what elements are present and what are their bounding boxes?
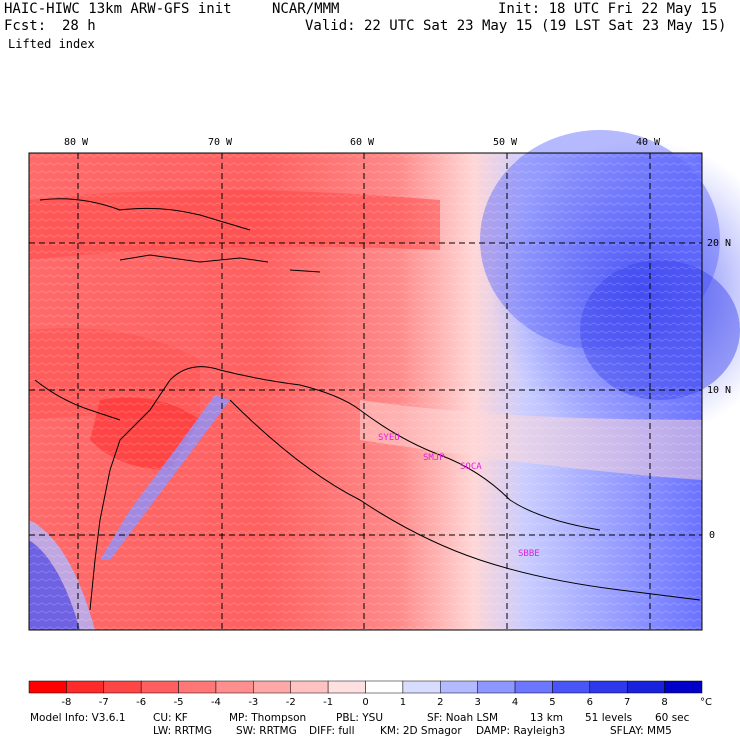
- lon-label: 80 W: [64, 137, 89, 148]
- model-title: HAIC-HIWC 13km ARW-GFS init: [4, 1, 232, 17]
- colorbar-swatch: [327, 680, 366, 694]
- damp-option: DAMP: Rayleigh3: [476, 725, 566, 737]
- colorbar-tick-label: 1: [400, 697, 406, 708]
- colorbar-tick-label: 4: [512, 697, 518, 708]
- lon-label: 60 W: [350, 137, 375, 148]
- field-name: Lifted index: [8, 37, 95, 51]
- sflay-option: SFLAY: MM5: [610, 725, 672, 737]
- lat-label: 20 N: [707, 238, 731, 249]
- fcst-label: Fcst:: [4, 18, 47, 34]
- lat-label: 10 N: [707, 385, 731, 396]
- colorbar-swatch: [514, 680, 553, 694]
- colorbar-tick-label: -3: [248, 697, 258, 708]
- lon-label: 40 W: [636, 137, 661, 148]
- mp-scheme: MP: Thompson: [229, 712, 307, 724]
- colorbar-tick-label: 8: [661, 697, 667, 708]
- fcst-hours: 28 h: [62, 18, 96, 34]
- colorbar-tick-label: -8: [61, 697, 71, 708]
- cu-scheme: CU: KF: [153, 712, 188, 724]
- colorbar-swatch: [66, 680, 105, 694]
- colorbar-swatch: [290, 680, 329, 694]
- graticule: [29, 153, 702, 630]
- diff-option: DIFF: full: [309, 725, 355, 737]
- colorbar-swatch: [140, 680, 179, 694]
- colorbar-swatch: [589, 680, 628, 694]
- colorbar-swatch: [402, 680, 441, 694]
- colorbar-swatch: [103, 680, 142, 694]
- station-label: SYEU: [378, 433, 400, 443]
- init-time: Init: 18 UTC Fri 22 May 15: [498, 1, 718, 17]
- colorbar-tick-label: -1: [323, 697, 333, 708]
- levels: 51 levels: [585, 712, 633, 724]
- colorbar-unit: °C: [700, 697, 712, 708]
- colorbar-swatch: [253, 680, 291, 694]
- colorbar-tick-label: 3: [474, 697, 480, 708]
- colorbar-tick-label: -7: [99, 697, 109, 708]
- colorbar-swatch: [215, 680, 254, 694]
- colorbar: -8 -7 -6 -5 -4 -3 -2 -1 0 1 2 3 4 5 6 7 8 °C: [28, 680, 712, 708]
- colorbar-tick-label: -4: [211, 697, 221, 708]
- valid-time: Valid: 22 UTC Sat 23 May 15 (19 LST Sat …: [305, 18, 727, 34]
- lw-scheme: LW: RRTMG: [153, 725, 212, 737]
- resolution: 13 km: [530, 712, 564, 724]
- colorbar-swatch: [365, 680, 404, 694]
- colorbar-swatch: [664, 680, 703, 694]
- station-label: SMJP: [423, 453, 445, 463]
- lon-label: 70 W: [208, 137, 233, 148]
- colorbar-swatch: [440, 680, 478, 694]
- colorbar-tick-label: -2: [286, 697, 296, 708]
- colorbar-tick-label: 7: [624, 697, 630, 708]
- station-label: SOCA: [460, 462, 482, 472]
- km-option: KM: 2D Smagor: [380, 725, 462, 737]
- colorbar-tick-label: 2: [437, 697, 443, 708]
- lat-label: 0: [709, 530, 715, 541]
- sw-scheme: SW: RRTMG: [236, 725, 297, 737]
- colorbar-swatch: [626, 680, 665, 694]
- map-frame: [28, 152, 703, 631]
- lon-label: 50 W: [493, 137, 518, 148]
- colorbar-tick-label: -5: [174, 697, 184, 708]
- model-info: Model Info: V3.6.1: [30, 712, 126, 724]
- sf-scheme: SF: Noah LSM: [427, 712, 499, 724]
- colorbar-tick-label: -6: [136, 697, 146, 708]
- pbl-scheme: PBL: YSU: [336, 712, 384, 724]
- colorbar-tick-label: 6: [587, 697, 593, 708]
- colorbar-swatch: [28, 680, 67, 694]
- colorbar-tick-label: 5: [549, 697, 555, 708]
- lifted-index-field: [29, 130, 740, 630]
- colorbar-swatch: [178, 680, 217, 694]
- colorbar-tick-label: 0: [362, 697, 368, 708]
- station-label: SBBE: [518, 549, 540, 559]
- timestep: 60 sec: [655, 712, 690, 724]
- colorbar-swatch: [552, 680, 591, 694]
- org-label: NCAR/MMM: [272, 1, 340, 17]
- colorbar-swatch: [477, 680, 516, 694]
